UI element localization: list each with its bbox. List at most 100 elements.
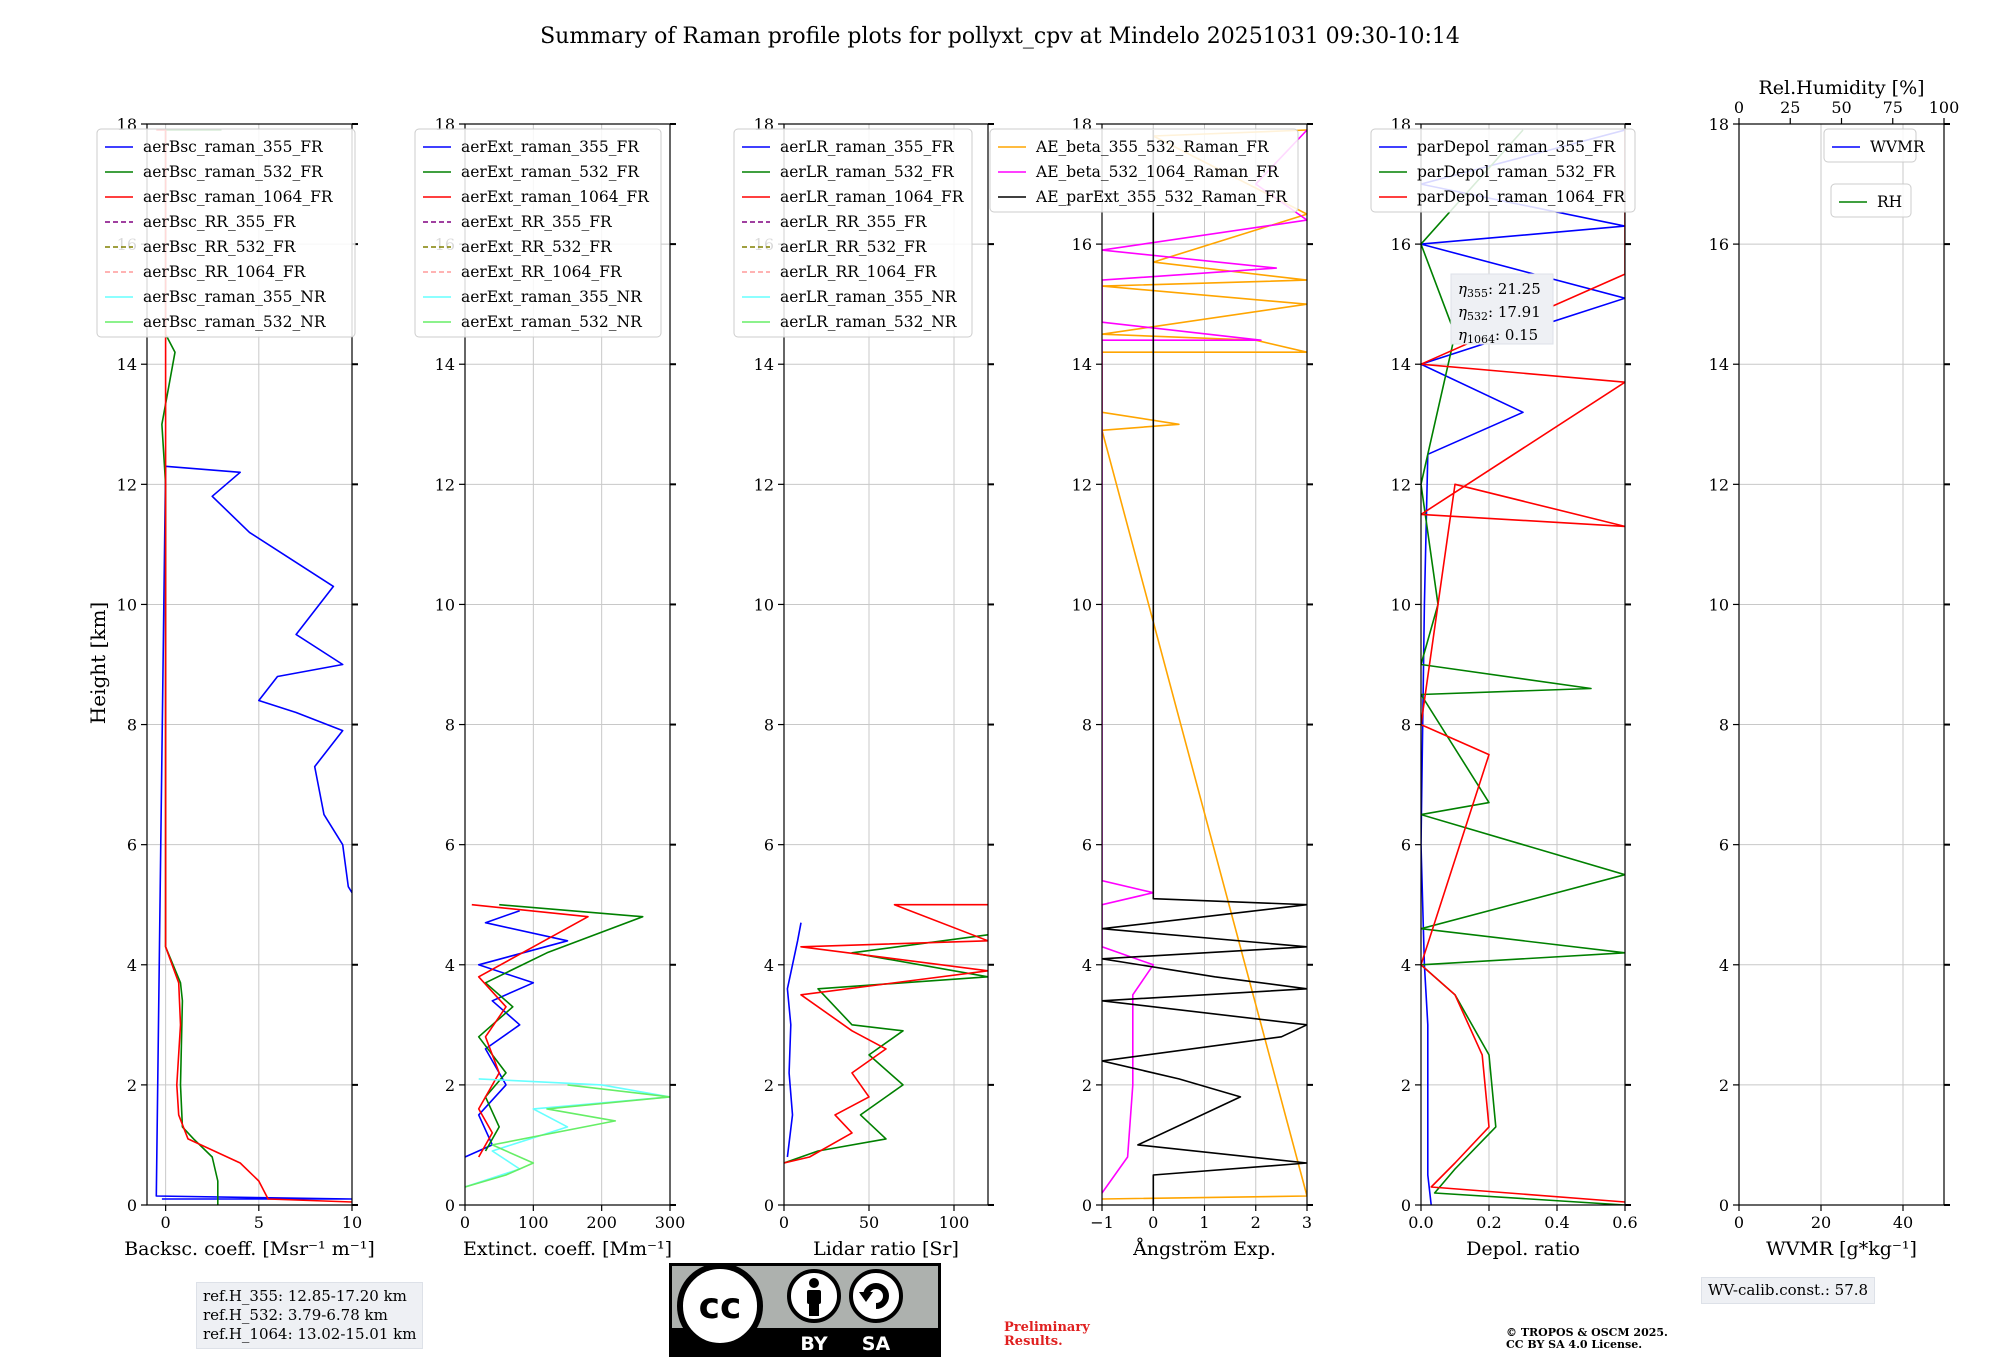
series-line-parDepol_raman_355_FR xyxy=(1421,129,1625,1205)
y-tick-label: 6 xyxy=(445,836,455,855)
y-tick-label: 14 xyxy=(1072,355,1092,374)
legend-box xyxy=(1823,128,1917,163)
x-tick-label: 0.6 xyxy=(1612,1213,1637,1232)
y-tick-label: 2 xyxy=(1719,1076,1729,1095)
y-tick-label: 18 xyxy=(1709,115,1729,134)
series-line-aerExt_raman_532_NR xyxy=(465,1084,670,1188)
eta-annotation: η355: 21.25 η532: 17.91 η1064: 0.15 xyxy=(1450,273,1554,346)
y-tick-label: 10 xyxy=(1391,595,1411,614)
series-line-aerExt_raman_532_FR xyxy=(477,903,644,1152)
y-tick-label: 0 xyxy=(1082,1196,1092,1215)
legend-entry: parDepol_raman_355_FR xyxy=(1417,138,1617,156)
y-tick-label: 6 xyxy=(127,836,137,855)
legend-box xyxy=(733,128,973,338)
wv-calibration-text: WV-calib.const.: 57.8 xyxy=(1708,1281,1869,1299)
y-tick-label: 6 xyxy=(1719,836,1729,855)
y-tick-label: 14 xyxy=(1391,355,1411,374)
legend-box xyxy=(1830,183,1912,218)
panel-water_vapor: 0 2 4 6 8 10 12 14 16 18 0 20 40 WVMR [g*kg⁻¹] 0 25 50 75… xyxy=(1709,77,1960,1260)
eta-entry: η1064: 0.15 xyxy=(1458,326,1538,346)
axes-frame xyxy=(1420,123,1626,1206)
legend-entry: AE_parExt_355_532_Raman_FR xyxy=(1035,188,1288,206)
y-tick-label: 12 xyxy=(435,475,455,494)
legend-entry: aerLR_raman_355_FR xyxy=(780,138,955,156)
panel-backscatter: 0246810121416180510Backsc. coeff. [Msr⁻¹… xyxy=(96,115,375,1260)
legend-box xyxy=(1370,128,1636,213)
x-tick-label: 0.2 xyxy=(1476,1213,1501,1232)
y-tick-label: 12 xyxy=(1072,475,1092,494)
y-tick-label: 10 xyxy=(754,595,774,614)
legend-entry: aerExt_raman_532_FR xyxy=(461,163,640,181)
preliminary-line-1: Preliminary xyxy=(1004,1320,1090,1335)
y-tick-label: 2 xyxy=(127,1076,137,1095)
by-person-icon xyxy=(787,1269,841,1323)
x-tick-label: 0.0 xyxy=(1408,1213,1433,1232)
copyright-line-1: © TROPOS & OSCM 2025. xyxy=(1506,1326,1668,1339)
series-line-AE_beta_532_1064_Raman_FR xyxy=(1102,129,1307,1194)
y-tick-label: 6 xyxy=(1401,836,1411,855)
copyright-line-2: CC BY SA 4.0 License. xyxy=(1506,1338,1643,1351)
legend-entry: aerLR_raman_532_FR xyxy=(780,163,955,181)
x-tick-label: 3 xyxy=(1302,1213,1312,1232)
y-tick-label: 4 xyxy=(764,956,774,975)
series-group xyxy=(1102,129,1307,1205)
y-tick-label: 14 xyxy=(754,355,774,374)
y-tick-label: 8 xyxy=(445,716,455,735)
y-tick-label: 8 xyxy=(1401,716,1411,735)
y-tick-label: 8 xyxy=(1082,716,1092,735)
y-tick-label: 8 xyxy=(764,716,774,735)
top-x-tick-label: 75 xyxy=(1883,98,1903,117)
legend-entry: aerBsc_RR_532_FR xyxy=(143,238,297,256)
x-tick-label: 100 xyxy=(518,1213,549,1232)
x-tick-label: 1 xyxy=(1199,1213,1209,1232)
x-tick-label: 0 xyxy=(1734,1213,1744,1232)
series-line-aerLR_raman_532_FR xyxy=(784,934,988,1164)
ref-height-355: ref.H_355: 12.85-17.20 km xyxy=(203,1287,407,1305)
y-tick-label: 8 xyxy=(1719,716,1729,735)
top-x-tick-label: 0 xyxy=(1734,98,1744,117)
top-x-tick-label: 100 xyxy=(1929,98,1960,117)
y-tick-label: 4 xyxy=(1401,956,1411,975)
x-axis-label: Depol. ratio xyxy=(1466,1238,1580,1260)
panel-lidar_ratio: 024681012141618050100Lidar ratio [Sr]aer… xyxy=(733,115,994,1260)
legend: AE_beta_355_532_Raman_FR AE_beta_532_1064… xyxy=(989,128,1299,213)
preliminary-line-2: Results. xyxy=(1004,1334,1063,1349)
y-tick-label: 6 xyxy=(1082,836,1092,855)
series-line-aerBsc_raman_355_FR xyxy=(155,465,352,1200)
legend-entry: aerExt_raman_355_NR xyxy=(461,288,643,306)
x-tick-label: 5 xyxy=(254,1213,264,1232)
eta-entry: η532: 17.91 xyxy=(1458,303,1541,323)
x-tick-label: 0.4 xyxy=(1544,1213,1569,1232)
legend-entry: WVMR xyxy=(1870,138,1926,156)
y-tick-label: 0 xyxy=(127,1196,137,1215)
legend-entry: aerLR_raman_532_NR xyxy=(780,313,958,331)
legend-entry: aerBsc_RR_1064_FR xyxy=(143,263,307,281)
series-line-aerLR_raman_1064_FR xyxy=(784,903,988,1164)
top-x-tick-label: 25 xyxy=(1780,98,1800,117)
wv-calibration-box: WV-calib.const.: 57.8 xyxy=(1701,1277,1876,1304)
x-axis-label: Backsc. coeff. [Msr⁻¹ m⁻¹] xyxy=(124,1238,375,1260)
series-line-aerExt_raman_355_FR xyxy=(465,909,569,1158)
legend: WVMR xyxy=(1823,128,1926,163)
eta-entry: η355: 21.25 xyxy=(1458,280,1541,300)
y-tick-label: 0 xyxy=(1719,1196,1729,1215)
y-tick-label: 4 xyxy=(1719,956,1729,975)
legend-entry: aerExt_raman_532_NR xyxy=(461,313,643,331)
series-group xyxy=(155,129,352,1205)
legend-box xyxy=(96,128,356,338)
sa-label: SA xyxy=(862,1333,891,1355)
y-tick-label: 0 xyxy=(764,1196,774,1215)
legend-entry: AE_beta_532_1064_Raman_FR xyxy=(1035,163,1280,181)
y-tick-label: 12 xyxy=(754,475,774,494)
axes-frame xyxy=(1738,123,1945,1206)
legend-entry: aerExt_RR_532_FR xyxy=(461,238,613,256)
y-tick-label: 2 xyxy=(445,1076,455,1095)
eta-annotation-box xyxy=(1450,273,1554,345)
y-tick-label: 12 xyxy=(1391,475,1411,494)
y-tick-label: 4 xyxy=(1082,956,1092,975)
y-tick-label: 10 xyxy=(1072,595,1092,614)
y-axis-label: Height [km] xyxy=(86,602,110,724)
